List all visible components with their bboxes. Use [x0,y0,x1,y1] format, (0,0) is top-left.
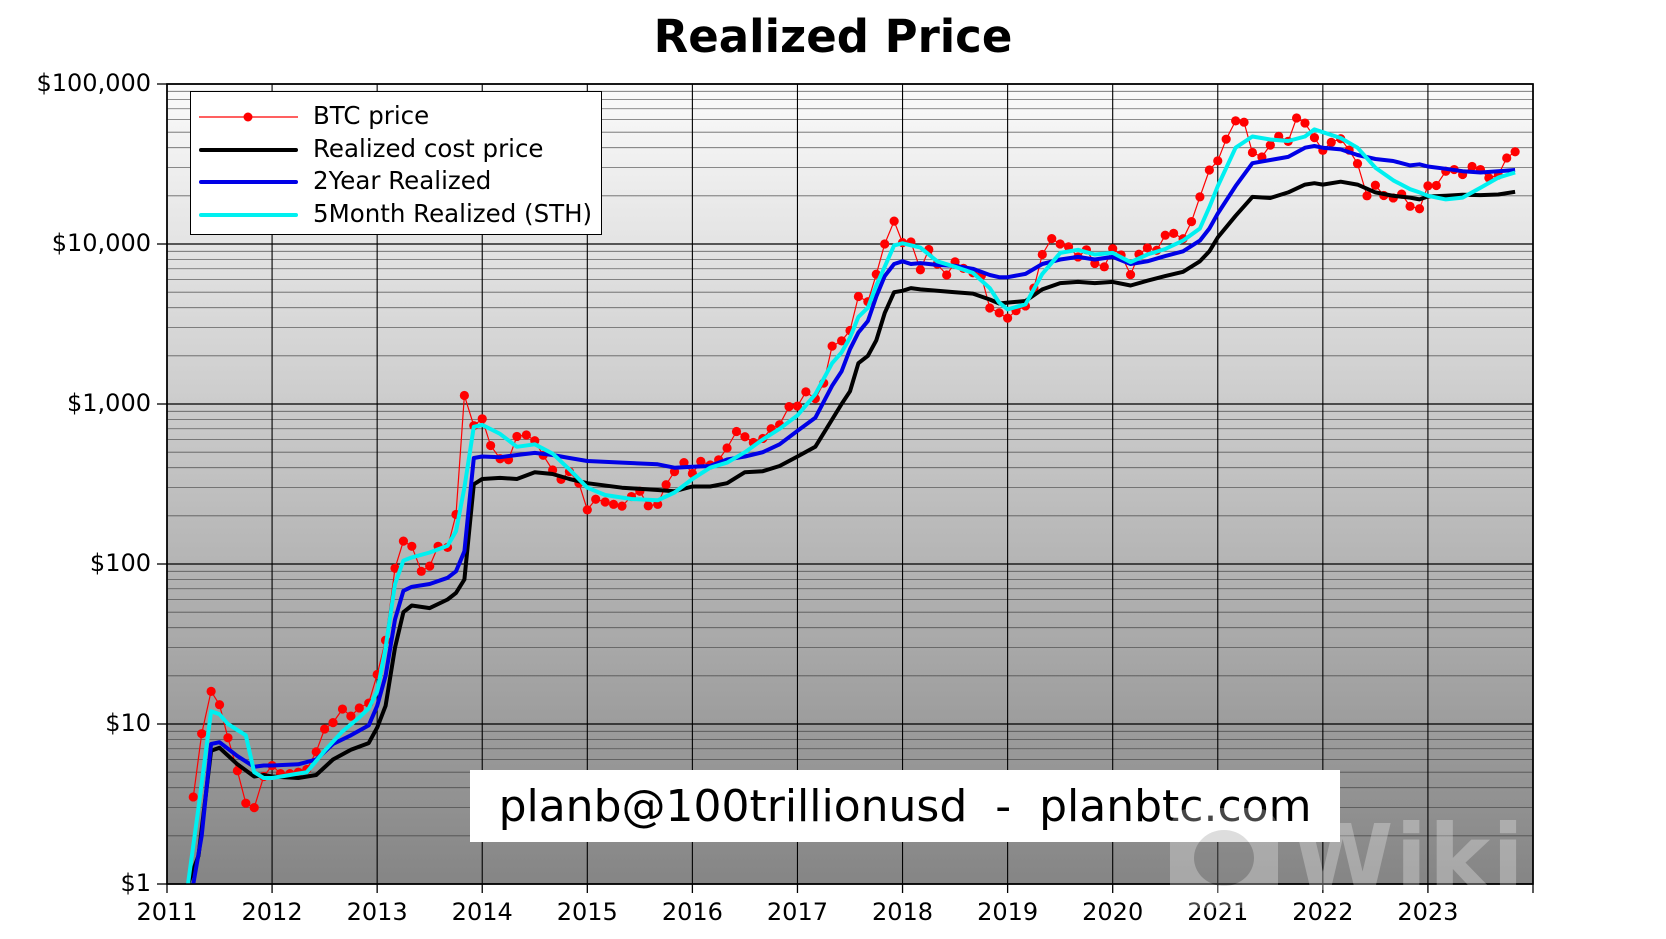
black-line-icon [199,147,298,152]
x-tick-label: 2020 [1082,898,1144,926]
legend-item-realized-cost-price: Realized cost price [191,133,601,166]
y-tick-label: $100,000 [36,69,151,97]
cyan-line-icon [199,212,298,217]
x-tick-label: 2018 [871,898,934,926]
x-tick-label: 2015 [556,898,618,926]
chart-title: Realized Price [653,10,1013,63]
legend-item-btc-price: BTC price [191,100,601,133]
author-credit-box: planb@100trillionusd - planbtc.com [470,770,1340,842]
x-tick-label: 2016 [661,898,723,926]
chart-legend: BTC price Realized cost price 2Year Real… [190,91,602,235]
x-tick-label: 2011 [136,898,198,926]
blue-line-icon [199,179,298,184]
btc-price-line-marker-icon [199,112,298,121]
x-tick-label: 2017 [766,898,828,926]
x-tick-label: 2013 [346,898,408,926]
y-tick-label: $10,000 [51,229,151,257]
y-tick-label: $1 [120,869,151,897]
x-tick-label: 2023 [1397,898,1459,926]
x-tick-label: 2019 [977,898,1039,926]
x-tick-label: 2014 [451,898,513,926]
legend-item-5month-realized: 5Month Realized (STH) [191,198,601,231]
legend-label: BTC price [313,101,430,130]
x-tick-label: 2012 [241,898,303,926]
legend-label: 5Month Realized (STH) [313,199,593,228]
x-tick-label: 2022 [1292,898,1354,926]
x-tick-label: 2021 [1187,898,1249,926]
legend-item-2year-realized: 2Year Realized [191,165,601,198]
y-tick-label: $100 [89,549,151,577]
legend-label: Realized cost price [313,134,544,163]
legend-label: 2Year Realized [313,166,492,195]
y-tick-label: $10 [105,709,151,737]
y-tick-label: $1,000 [67,389,151,417]
